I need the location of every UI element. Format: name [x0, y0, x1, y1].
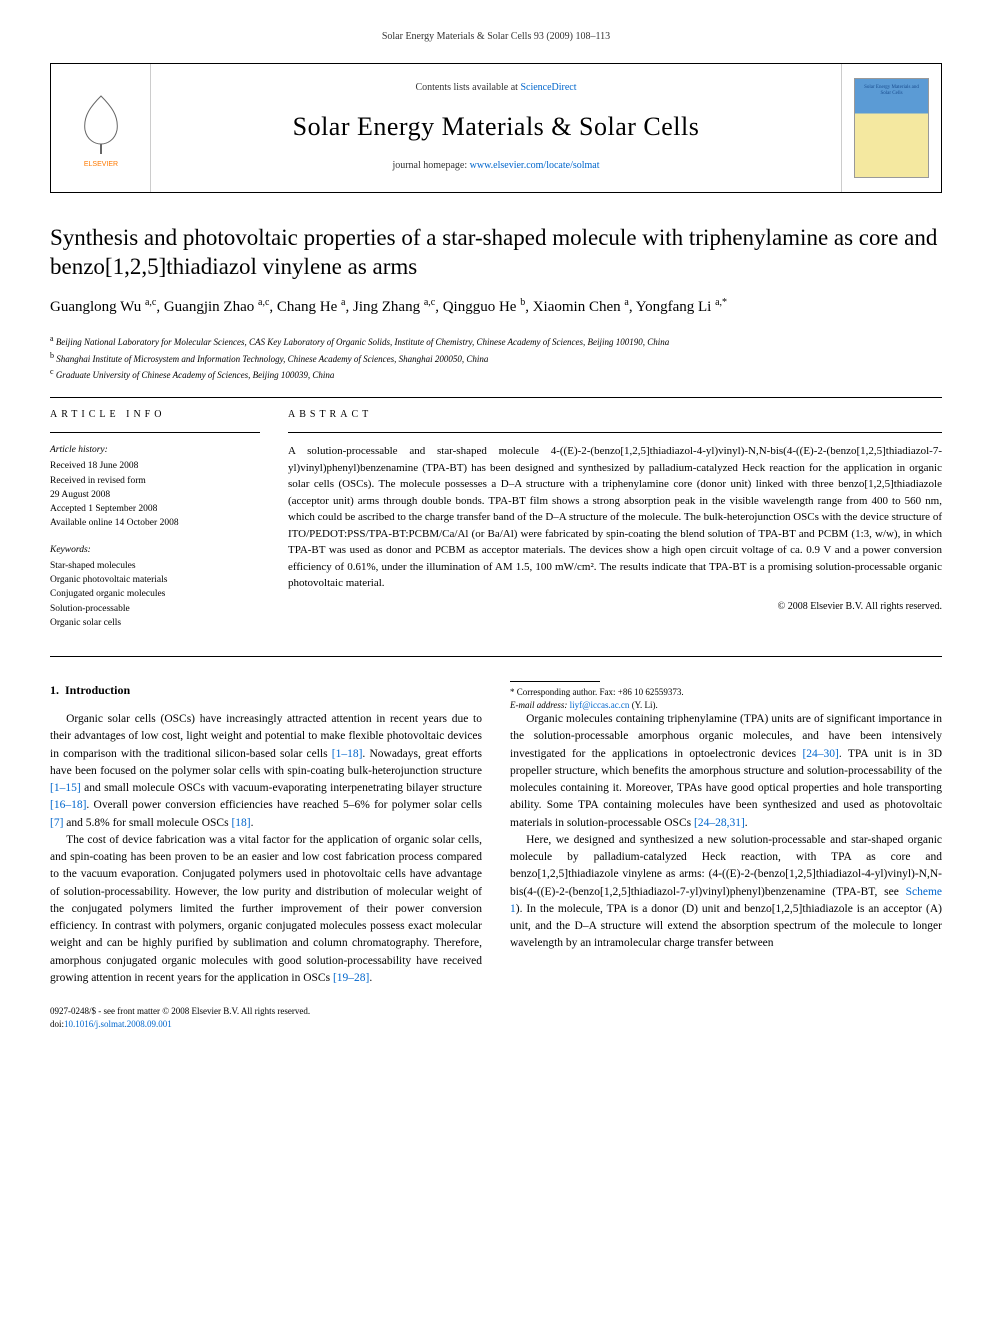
history-line: Received in revised form [50, 474, 260, 488]
body-paragraph: The cost of device fabrication was a vit… [50, 832, 482, 987]
citation-link[interactable]: [24–30] [802, 748, 838, 760]
citation-link[interactable]: [24–28,31] [694, 817, 745, 829]
body-paragraph: Organic molecules containing triphenylam… [510, 711, 942, 832]
keyword-line: Solution-processable [50, 602, 260, 616]
contents-prefix: Contents lists available at [415, 82, 520, 93]
article-info-column: ARTICLE INFO Article history: Received 1… [50, 408, 260, 643]
citation-link[interactable]: [1–18] [332, 748, 363, 760]
divider [288, 432, 942, 433]
abstract-copyright: © 2008 Elsevier B.V. All rights reserved… [288, 600, 942, 615]
keyword-line: Conjugated organic molecules [50, 587, 260, 601]
footnote-block: * Corresponding author. Fax: +86 10 6255… [510, 681, 942, 711]
abstract-column: ABSTRACT A solution-processable and star… [288, 408, 942, 643]
abstract-text: A solution-processable and star-shaped m… [288, 443, 942, 592]
info-abstract-row: ARTICLE INFO Article history: Received 1… [50, 408, 942, 643]
homepage-line: journal homepage: www.elsevier.com/locat… [392, 159, 599, 174]
keyword-line: Organic solar cells [50, 616, 260, 630]
journal-masthead: ELSEVIER Contents lists available at Sci… [50, 63, 942, 193]
masthead-center: Contents lists available at ScienceDirec… [151, 64, 841, 192]
divider [50, 397, 942, 398]
publisher-logo-box: ELSEVIER [51, 64, 151, 192]
section-heading: 1. Introduction [50, 681, 482, 699]
keyword-line: Star-shaped molecules [50, 559, 260, 573]
publisher-label: ELSEVIER [83, 161, 117, 168]
section-title: Introduction [65, 683, 130, 697]
running-header: Solar Energy Materials & Solar Cells 93 … [50, 30, 942, 45]
article-info-heading: ARTICLE INFO [50, 408, 260, 423]
history-line: Accepted 1 September 2008 [50, 502, 260, 516]
footnote-rule [510, 681, 600, 682]
doi-link[interactable]: 10.1016/j.solmat.2008.09.001 [64, 1019, 172, 1029]
section-number: 1. [50, 683, 59, 697]
keywords-label: Keywords: [50, 543, 260, 557]
history-label: Article history: [50, 443, 260, 457]
affiliations: a Beijing National Laboratory for Molecu… [50, 333, 942, 383]
history-line: 29 August 2008 [50, 488, 260, 502]
affiliation-line: c Graduate University of Chinese Academy… [50, 366, 942, 383]
author-email-link[interactable]: liyf@iccas.ac.cn [570, 700, 630, 710]
article-history-block: Article history: Received 18 June 2008Re… [50, 443, 260, 531]
front-matter-line: 0927-0248/$ - see front matter © 2008 El… [50, 1005, 942, 1018]
contents-available-line: Contents lists available at ScienceDirec… [415, 81, 576, 96]
keyword-line: Organic photovoltaic materials [50, 573, 260, 587]
affiliation-line: a Beijing National Laboratory for Molecu… [50, 333, 942, 350]
body-text: 1. Introduction Organic solar cells (OSC… [50, 681, 942, 987]
history-line: Available online 14 October 2008 [50, 516, 260, 530]
homepage-link[interactable]: www.elsevier.com/locate/solmat [470, 160, 600, 171]
sciencedirect-link[interactable]: ScienceDirect [520, 82, 576, 93]
corresponding-author-note: * Corresponding author. Fax: +86 10 6255… [510, 686, 942, 699]
author-list: Guanglong Wu a,c, Guangjin Zhao a,c, Cha… [50, 296, 942, 319]
divider [50, 656, 942, 657]
body-paragraph: Organic solar cells (OSCs) have increasi… [50, 711, 482, 832]
keywords-block: Keywords: Star-shaped moleculesOrganic p… [50, 543, 260, 631]
affiliation-line: b Shanghai Institute of Microsystem and … [50, 350, 942, 367]
abstract-heading: ABSTRACT [288, 408, 942, 423]
cover-title: Solar Energy Materials and Solar Cells [859, 85, 924, 97]
journal-cover-thumbnail: Solar Energy Materials and Solar Cells [854, 78, 929, 178]
journal-cover-box: Solar Energy Materials and Solar Cells [841, 64, 941, 192]
homepage-prefix: journal homepage: [392, 160, 469, 171]
email-line: E-mail address: liyf@iccas.ac.cn (Y. Li)… [510, 699, 942, 712]
divider [50, 432, 260, 433]
citation-link[interactable]: [18] [231, 817, 250, 829]
page-footer: 0927-0248/$ - see front matter © 2008 El… [50, 1005, 942, 1030]
citation-link[interactable]: [19–28] [333, 972, 369, 984]
citation-link[interactable]: [16–18] [50, 799, 86, 811]
doi-line: doi:10.1016/j.solmat.2008.09.001 [50, 1018, 942, 1031]
article-title: Synthesis and photovoltaic properties of… [50, 223, 942, 283]
citation-link[interactable]: [7] [50, 817, 63, 829]
elsevier-tree-icon: ELSEVIER [71, 88, 131, 168]
journal-name: Solar Energy Materials & Solar Cells [293, 108, 700, 146]
citation-link[interactable]: [1–15] [50, 782, 81, 794]
body-paragraph: Here, we designed and synthesized a new … [510, 832, 942, 953]
history-line: Received 18 June 2008 [50, 459, 260, 473]
